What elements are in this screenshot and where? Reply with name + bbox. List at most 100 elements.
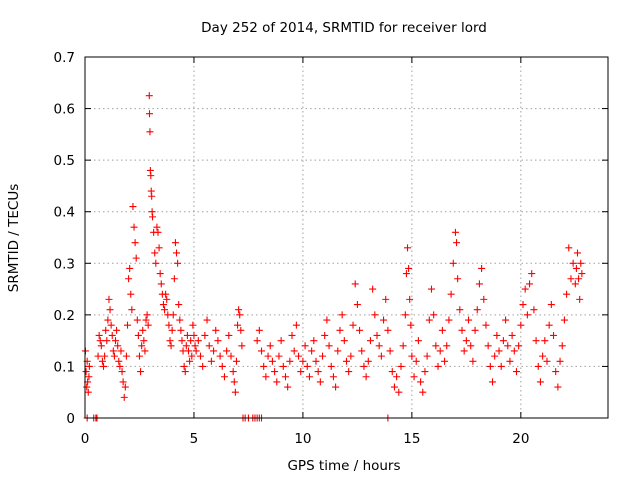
data-point (201, 331, 209, 339)
data-point (152, 259, 160, 267)
data-point (258, 347, 266, 355)
data-point (106, 306, 114, 314)
data-point (121, 383, 129, 391)
data-point (467, 342, 475, 350)
data-point (146, 128, 154, 136)
data-point (353, 301, 361, 309)
data-point (96, 337, 104, 345)
data-point (445, 316, 453, 324)
data-point (266, 342, 274, 350)
data-point (132, 254, 140, 262)
data-point (227, 352, 235, 360)
data-point (406, 295, 414, 303)
data-point (163, 295, 171, 303)
data-point (550, 331, 558, 339)
data-point (271, 368, 279, 376)
data-point (218, 362, 226, 370)
data-point (301, 342, 309, 350)
data-point (180, 362, 188, 370)
y-tick-label: 0.7 (54, 50, 75, 66)
data-point (523, 311, 531, 319)
data-point (129, 203, 137, 211)
data-point (178, 337, 186, 345)
data-point (210, 347, 218, 355)
data-point (567, 275, 575, 283)
data-point (305, 373, 313, 381)
data-point (116, 362, 124, 370)
y-tick-label: 0.6 (54, 102, 75, 118)
data-point (255, 326, 263, 334)
data-point (275, 352, 283, 360)
data-point (340, 337, 348, 345)
data-point (569, 259, 577, 267)
data-point (264, 352, 272, 360)
data-point (229, 368, 237, 376)
data-point (207, 357, 215, 365)
data-point (154, 228, 162, 236)
data-point (165, 321, 173, 329)
data-point (473, 306, 481, 314)
data-point (238, 342, 246, 350)
data-point (349, 321, 357, 329)
data-point (214, 337, 222, 345)
data-point (187, 337, 195, 345)
data-point (191, 342, 199, 350)
data-point (558, 342, 566, 350)
data-point (454, 275, 462, 283)
data-point (122, 352, 130, 360)
data-point (169, 311, 177, 319)
data-point (260, 362, 268, 370)
data-point (405, 264, 413, 272)
data-point (109, 347, 117, 355)
data-point (277, 337, 285, 345)
data-point (102, 326, 110, 334)
data-point (144, 321, 152, 329)
data-point (380, 316, 388, 324)
data-point (532, 337, 540, 345)
data-point (205, 342, 213, 350)
data-point (157, 280, 165, 288)
data-point (373, 331, 381, 339)
data-point (327, 362, 335, 370)
data-point (356, 326, 364, 334)
x-tick-label: 10 (294, 431, 311, 447)
data-point (138, 342, 146, 350)
data-point (504, 342, 512, 350)
data-point (530, 306, 538, 314)
data-point (203, 316, 211, 324)
data-point (495, 347, 503, 355)
data-point (508, 331, 516, 339)
data-point (336, 326, 344, 334)
data-point (425, 316, 433, 324)
data-point (290, 347, 298, 355)
data-point (149, 213, 157, 221)
data-point (223, 347, 231, 355)
data-point (412, 357, 420, 365)
data-point (517, 321, 525, 329)
data-point (168, 326, 176, 334)
data-point (480, 295, 488, 303)
chart-title: Day 252 of 2014, SRMTID for receiver lor… (201, 20, 487, 36)
data-point (545, 321, 553, 329)
data-point (460, 347, 468, 355)
data-point (216, 352, 224, 360)
data-point (528, 270, 536, 278)
data-point (159, 301, 167, 309)
data-points (81, 92, 586, 422)
data-point (113, 326, 121, 334)
data-point (347, 352, 355, 360)
data-point (577, 259, 585, 267)
data-point (316, 378, 324, 386)
data-point (153, 223, 161, 231)
data-point (125, 275, 133, 283)
data-point (510, 347, 518, 355)
data-point (142, 316, 150, 324)
data-point (310, 337, 318, 345)
data-point (519, 301, 527, 309)
data-point (526, 280, 534, 288)
data-point (98, 357, 106, 365)
data-point (382, 295, 390, 303)
data-point (100, 362, 108, 370)
data-point (273, 378, 281, 386)
y-tick-label: 0.2 (54, 308, 75, 324)
